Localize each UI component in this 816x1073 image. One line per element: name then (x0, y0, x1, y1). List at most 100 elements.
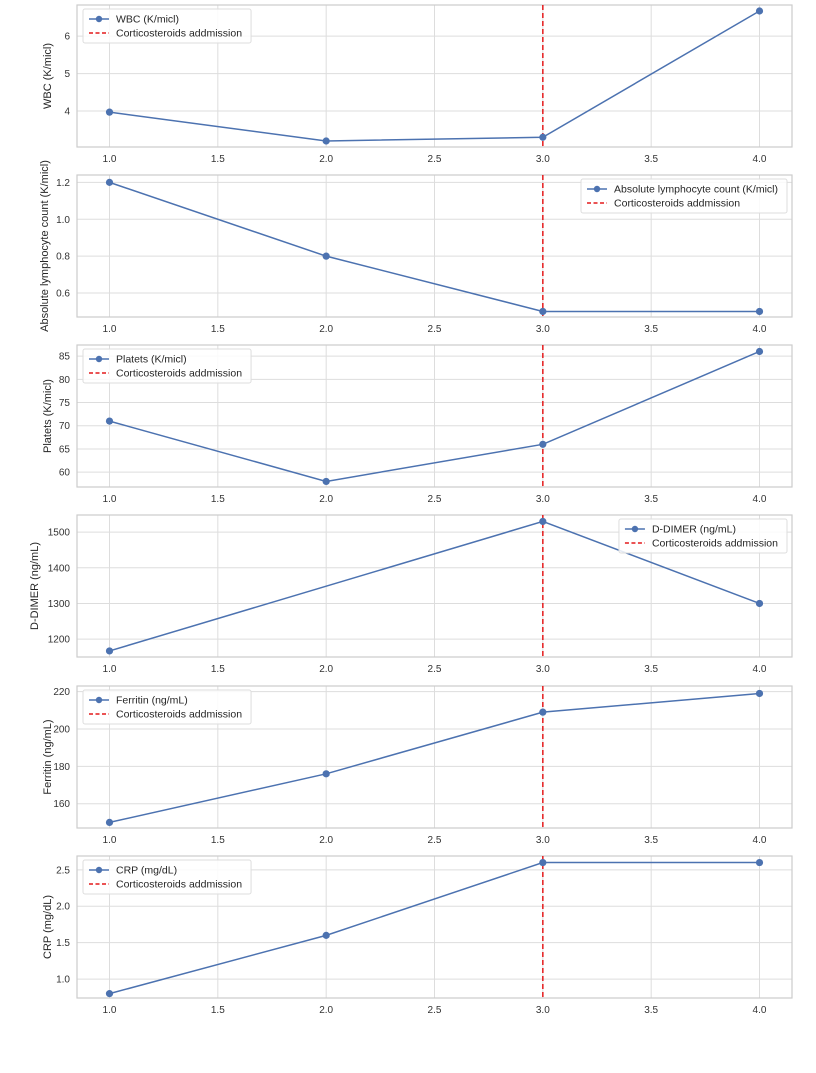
legend-marker-icon (95, 355, 103, 363)
subplot-2: 1.0 1.5 2.0 2.5 3.0 3.5 4.0 0.6 0.8 1.0 1.2 Absolut… (39, 160, 793, 335)
legend: Absolute lymphocyte count (K/micl) Cortic… (580, 178, 788, 214)
x-tick-label: 2.0 (319, 664, 333, 675)
x-tick-label: 1.0 (103, 154, 117, 165)
data-point (539, 307, 547, 316)
data-point (105, 818, 114, 826)
y-tick-label: 180 (53, 762, 70, 773)
x-tick-label: 1.5 (211, 154, 225, 165)
x-tick-label: 4.0 (753, 324, 767, 335)
data-point (322, 252, 330, 260)
data-point (322, 477, 330, 486)
x-tick-label: 2.5 (428, 494, 442, 505)
x-tick-label: 1.0 (103, 835, 117, 846)
y-tick-label: 85 (59, 352, 71, 363)
x-tick-label: 3.0 (536, 1005, 550, 1016)
legend-marker-icon (593, 185, 601, 193)
legend-label-series: Ferritin (ng/mL) (116, 695, 188, 707)
plot-frame (76, 855, 793, 999)
data-point (322, 931, 330, 939)
y-tick-label: 220 (53, 687, 70, 698)
series-line (109, 181, 760, 313)
x-tick-label: 1.0 (103, 1005, 117, 1016)
y-axis-label: WBC (K/micl) (42, 43, 54, 109)
legend-label-series: D-DIMER (ng/mL) (652, 524, 736, 536)
x-tick-label: 3.0 (536, 835, 550, 846)
data-point (105, 647, 114, 655)
y-tick-label: 0.6 (56, 289, 70, 300)
x-tick-label: 1.0 (103, 664, 117, 675)
data-point (539, 440, 547, 448)
y-axis-label: D-DIMER (ng/mL) (29, 542, 41, 630)
x-tick-label: 1.5 (211, 494, 225, 505)
data-point (755, 858, 764, 867)
y-tick-label: 0.8 (56, 252, 70, 263)
y-tick-label: 80 (59, 375, 71, 386)
legend-label-vline: Corticosteroids addmission (652, 538, 778, 550)
legend-box (618, 518, 788, 554)
y-axis-label: CRP (mg/dL) (42, 895, 54, 959)
legend-label-vline: Corticosteroids addmission (116, 709, 242, 721)
y-tick-label: 70 (59, 421, 71, 432)
y-tick-label: 2.5 (56, 865, 70, 876)
subplot-4: 1.0 1.5 2.0 2.5 3.0 3.5 4.0 1200 1300 1400 1500 D-D… (29, 514, 793, 675)
y-tick-label: 1.5 (56, 938, 70, 949)
y-tick-label: 1400 (48, 563, 71, 574)
x-tick-label: 1.5 (211, 664, 225, 675)
x-tick-label: 1.5 (211, 835, 225, 846)
data-point (755, 599, 764, 608)
x-tick-label: 3.5 (644, 324, 658, 335)
plot-frame (76, 514, 793, 658)
data-point (105, 178, 114, 186)
y-tick-label: 6 (64, 32, 70, 43)
x-tick-label: 4.0 (753, 1005, 767, 1016)
data-point (322, 770, 330, 778)
x-tick-label: 1.0 (103, 324, 117, 335)
x-tick-label: 1.5 (211, 324, 225, 335)
legend: WBC (K/micl) Corticosteroids addmission (82, 8, 252, 44)
x-tick-label: 3.5 (644, 154, 658, 165)
x-tick-label: 3.0 (536, 154, 550, 165)
data-point (105, 417, 114, 425)
series-line (109, 10, 760, 142)
y-tick-label: 60 (59, 468, 71, 479)
x-tick-label: 3.5 (644, 835, 658, 846)
x-tick-label: 4.0 (753, 664, 767, 675)
y-tick-label: 160 (53, 799, 70, 810)
y-tick-label: 200 (53, 724, 70, 735)
x-tick-label: 2.0 (319, 494, 333, 505)
legend-label-series: Absolute lymphocyte count (K/micl) (614, 184, 778, 196)
x-tick-label: 2.0 (319, 154, 333, 165)
x-tick-label: 4.0 (753, 154, 767, 165)
x-tick-label: 2.5 (428, 154, 442, 165)
y-tick-label: 1.0 (56, 975, 70, 986)
legend-box (82, 689, 252, 725)
data-point (755, 347, 764, 356)
series-line (109, 861, 760, 995)
legend-box (82, 8, 252, 44)
legend-label-series: CRP (mg/dL) (116, 865, 177, 877)
x-tick-label: 3.5 (644, 664, 658, 675)
subplot-5: 1.0 1.5 2.0 2.5 3.0 3.5 4.0 160 180 200 220 Ferriti… (42, 685, 793, 846)
subplot-6: 1.0 1.5 2.0 2.5 3.0 3.5 4.0 1.0 1.5 2.0 2.5 CRP (mg… (42, 855, 793, 1016)
legend-label-vline: Corticosteroids addmission (116, 368, 242, 380)
x-tick-label: 3.5 (644, 494, 658, 505)
data-point (322, 137, 330, 145)
data-point (105, 990, 114, 998)
plot-frame (76, 4, 793, 148)
x-tick-label: 2.5 (428, 664, 442, 675)
plot-frame (76, 344, 793, 488)
data-point (539, 858, 547, 867)
legend-label-series: WBC (K/micl) (116, 14, 179, 26)
y-tick-label: 1500 (48, 528, 71, 539)
legend-label-vline: Corticosteroids addmission (116, 28, 242, 40)
legend-marker-icon (631, 525, 639, 533)
legend: Ferritin (ng/mL) Corticosteroids addmissi… (82, 689, 252, 725)
y-tick-label: 4 (64, 107, 70, 118)
x-tick-label: 2.0 (319, 835, 333, 846)
data-point (755, 689, 764, 698)
x-tick-label: 4.0 (753, 494, 767, 505)
y-axis-label: Absolute lymphocyte count (K/micl) (39, 160, 51, 332)
data-point (755, 307, 764, 316)
y-tick-label: 65 (59, 444, 71, 455)
